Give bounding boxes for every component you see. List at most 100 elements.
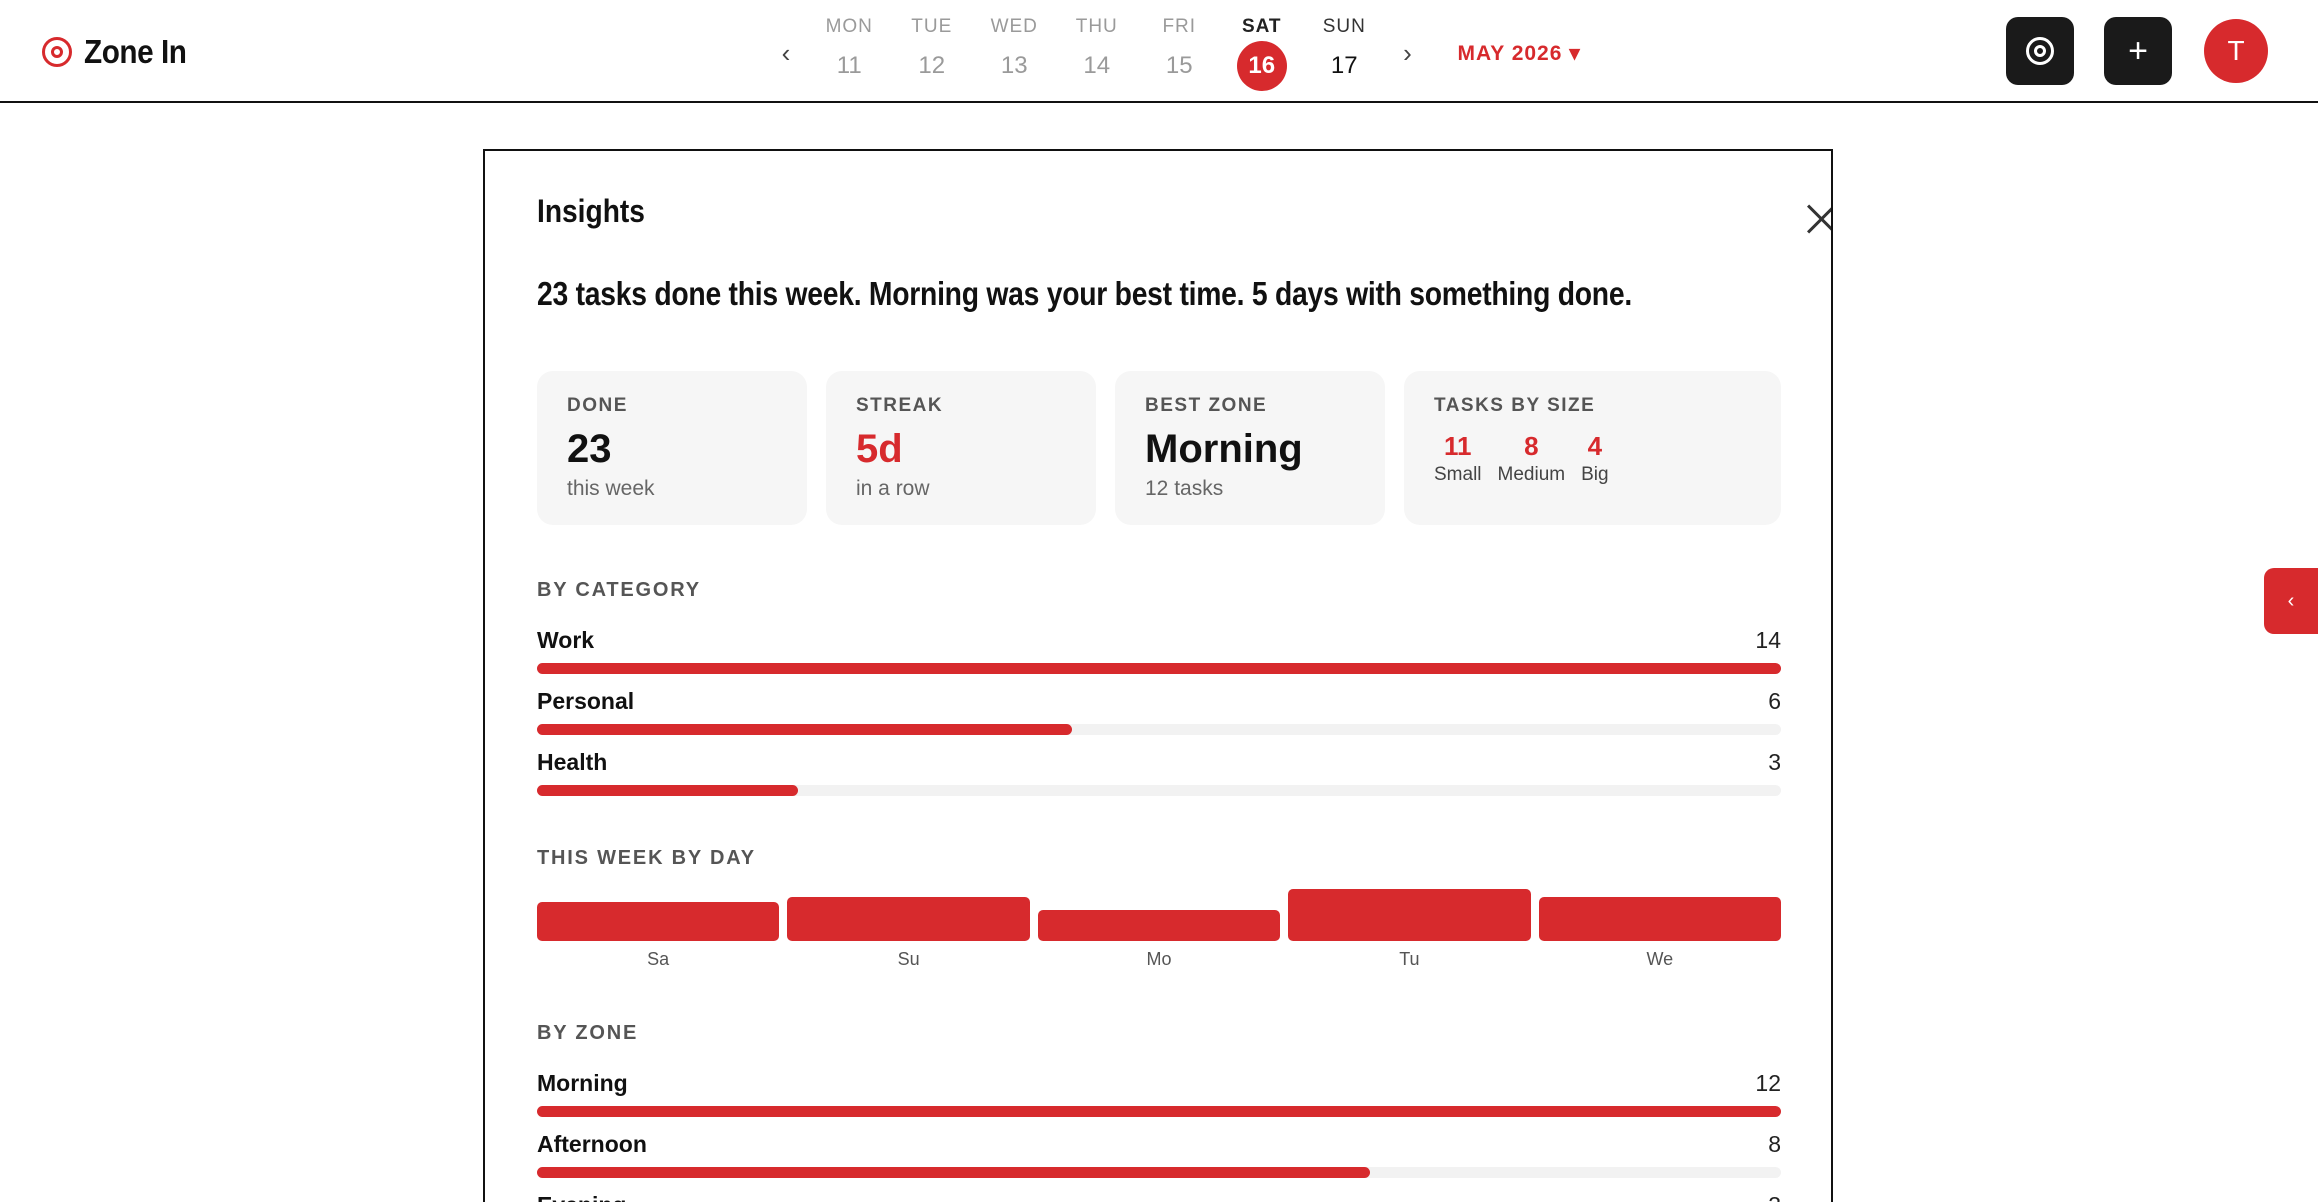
- zone-count: 8: [1768, 1131, 1781, 1157]
- day-bar-label: Su: [897, 949, 920, 969]
- prev-week-button[interactable]: ‹: [781, 37, 791, 68]
- day-name: SAT: [1241, 16, 1282, 37]
- size-label: Medium: [1497, 464, 1566, 485]
- category-name: Work: [537, 627, 595, 653]
- side-panel-toggle[interactable]: ‹: [2264, 568, 2318, 634]
- day-bar-we: [1538, 889, 1781, 941]
- day-bar-label: We: [1646, 949, 1674, 969]
- category-row-header: Health 3: [537, 747, 1781, 777]
- day-number: 16: [1236, 41, 1287, 91]
- day-number: 11: [836, 52, 862, 79]
- zone-row-header: Evening 3: [537, 1190, 1781, 1202]
- category-name: Health: [537, 749, 608, 775]
- insights-summary: 23 tasks done this week. Morning was you…: [537, 275, 1632, 312]
- day-number: 15: [1165, 52, 1193, 79]
- day-bar-fill: [1288, 889, 1531, 941]
- top-bar: Zone In ‹ MON 11 TUE 12 WED 13 THU 14 FRI 15 SAT 16…: [0, 0, 2318, 103]
- day-thu[interactable]: THU 14: [1056, 15, 1139, 91]
- category-name: Personal: [537, 688, 635, 714]
- day-number: 14: [1083, 52, 1111, 79]
- day-name: SUN: [1322, 16, 1366, 37]
- card-label: BEST ZONE: [1145, 395, 1268, 416]
- day-bar-fill: [537, 902, 780, 941]
- target-icon: [42, 37, 72, 67]
- size-count: 8: [1524, 431, 1539, 461]
- month-picker[interactable]: MAY 2026 ▾: [1457, 41, 1581, 65]
- card-subtitle: this week: [567, 477, 655, 500]
- zone-bar-track: [537, 1167, 1781, 1178]
- card-label: TASKS BY SIZE: [1434, 395, 1596, 416]
- category-row-health: Health 3: [537, 747, 1781, 799]
- add-task-button[interactable]: +: [2104, 17, 2172, 85]
- size-count: 4: [1587, 431, 1603, 461]
- best-zone-value: Morning: [1145, 427, 1303, 471]
- day-sat[interactable]: SAT 16: [1221, 15, 1304, 91]
- category-bar-fill: [537, 785, 799, 796]
- zone-name: Morning: [537, 1070, 628, 1096]
- size-big: 4 Big: [1581, 431, 1608, 486]
- category-bar-track: [537, 724, 1781, 735]
- zone-bar-fill: [537, 1106, 1781, 1117]
- card-label: DONE: [567, 395, 628, 416]
- zone-bar-track: [537, 1106, 1781, 1117]
- size-small: 11 Small: [1434, 431, 1482, 486]
- day-name: TUE: [911, 16, 953, 37]
- by-category-label: BY CATEGORY: [537, 579, 701, 601]
- size-label: Small: [1434, 464, 1482, 485]
- day-sun[interactable]: SUN 17: [1303, 15, 1386, 91]
- streak-card: STREAK 5d in a row: [826, 371, 1096, 525]
- size-breakdown: 11 Small 8 Medium 4 Big: [1434, 431, 1751, 486]
- size-count: 11: [1444, 431, 1472, 461]
- day-name: THU: [1075, 16, 1118, 37]
- user-avatar[interactable]: T: [2204, 19, 2268, 83]
- day-bar-tu: [1288, 889, 1531, 941]
- zone-count: 12: [1755, 1070, 1781, 1096]
- stat-cards: DONE 23 this week STREAK 5d in a row BES…: [537, 371, 1781, 525]
- next-week-button[interactable]: ›: [1403, 37, 1412, 68]
- day-bar-label: Sa: [647, 949, 670, 969]
- zone-count: 3: [1768, 1190, 1781, 1202]
- close-icon[interactable]: [1805, 203, 1831, 235]
- category-bar-track: [537, 663, 1781, 674]
- week-by-day-chart: Sa Su Mo Tu We: [537, 881, 1781, 971]
- tasks-by-size-card: TASKS BY SIZE 11 Small 8 Medium 4 Big: [1404, 371, 1781, 525]
- day-fri[interactable]: FRI 15: [1138, 15, 1221, 91]
- day-bar-label: Tu: [1399, 949, 1420, 969]
- brand[interactable]: Zone In: [42, 30, 198, 74]
- day-tue[interactable]: TUE 12: [891, 15, 974, 91]
- focus-target-icon: [2026, 37, 2054, 65]
- zone-bar-fill: [537, 1167, 1371, 1178]
- card-subtitle: 12 tasks: [1145, 477, 1224, 500]
- day-wed[interactable]: WED 13: [973, 15, 1056, 91]
- category-count: 6: [1768, 688, 1781, 714]
- day-bar-fill: [787, 896, 1030, 941]
- day-number: 17: [1330, 52, 1358, 79]
- done-value: 23: [567, 427, 612, 471]
- day-mon[interactable]: MON 11: [808, 15, 891, 91]
- day-name: FRI: [1162, 16, 1197, 37]
- category-row-header: Work 14: [537, 625, 1781, 655]
- insights-modal: Insights 23 tasks done this week. Mornin…: [483, 149, 1833, 1202]
- size-label: Big: [1581, 464, 1609, 485]
- category-bar-fill: [537, 724, 1072, 735]
- by-day-label: THIS WEEK BY DAY: [537, 847, 756, 869]
- card-subtitle: in a row: [856, 477, 930, 500]
- app-name: Zone In: [84, 33, 187, 70]
- by-zone-label: BY ZONE: [537, 1022, 639, 1044]
- day-name: MON: [825, 16, 873, 37]
- day-bar-fill: [1538, 896, 1781, 941]
- focus-mode-button[interactable]: [2006, 17, 2074, 85]
- zone-row-evening: Evening 3: [537, 1190, 1781, 1202]
- day-number: 13: [1000, 52, 1028, 79]
- category-row-work: Work 14: [537, 625, 1781, 677]
- best-zone-card: BEST ZONE Morning 12 tasks: [1115, 371, 1385, 525]
- zone-row-morning: Morning 12: [537, 1068, 1781, 1120]
- zone-row-header: Afternoon 8: [537, 1129, 1781, 1159]
- size-medium: 8 Medium: [1498, 431, 1566, 486]
- day-name: WED: [990, 16, 1038, 37]
- zone-row-afternoon: Afternoon 8: [537, 1129, 1781, 1181]
- top-actions: + T: [2006, 17, 2268, 85]
- week-days: MON 11 TUE 12 WED 13 THU 14 FRI 15 SAT 16 SUN 17: [808, 15, 1386, 91]
- zone-name: Evening: [537, 1190, 626, 1202]
- category-row-header: Personal 6: [537, 686, 1781, 716]
